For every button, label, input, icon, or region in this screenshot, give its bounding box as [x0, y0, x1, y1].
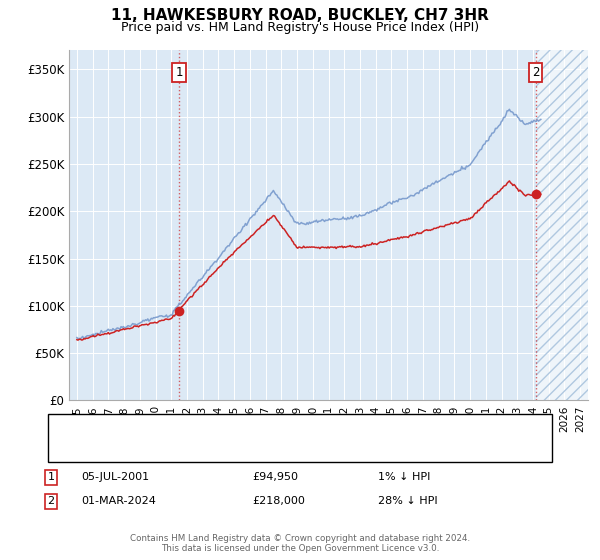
Text: 05-JUL-2001: 05-JUL-2001: [81, 472, 149, 482]
Text: 1: 1: [175, 66, 183, 79]
Text: Contains HM Land Registry data © Crown copyright and database right 2024.
This d: Contains HM Land Registry data © Crown c…: [130, 534, 470, 553]
Bar: [536, 50, 588, 400]
Text: 2: 2: [47, 496, 55, 506]
Text: 01-MAR-2024: 01-MAR-2024: [81, 496, 156, 506]
Text: HPI: Average price, detached house, Flintshire: HPI: Average price, detached house, Flin…: [91, 444, 344, 454]
Text: 28% ↓ HPI: 28% ↓ HPI: [378, 496, 437, 506]
Text: £218,000: £218,000: [252, 496, 305, 506]
Bar: [536, 50, 588, 400]
Text: 2: 2: [532, 66, 539, 79]
Text: 11, HAWKESBURY ROAD, BUCKLEY, CH7 3HR (detached house): 11, HAWKESBURY ROAD, BUCKLEY, CH7 3HR (d…: [91, 423, 436, 433]
Text: 11, HAWKESBURY ROAD, BUCKLEY, CH7 3HR: 11, HAWKESBURY ROAD, BUCKLEY, CH7 3HR: [111, 8, 489, 24]
Text: £94,950: £94,950: [252, 472, 298, 482]
Text: 1: 1: [47, 472, 55, 482]
Text: Price paid vs. HM Land Registry's House Price Index (HPI): Price paid vs. HM Land Registry's House …: [121, 21, 479, 34]
Text: 1% ↓ HPI: 1% ↓ HPI: [378, 472, 430, 482]
